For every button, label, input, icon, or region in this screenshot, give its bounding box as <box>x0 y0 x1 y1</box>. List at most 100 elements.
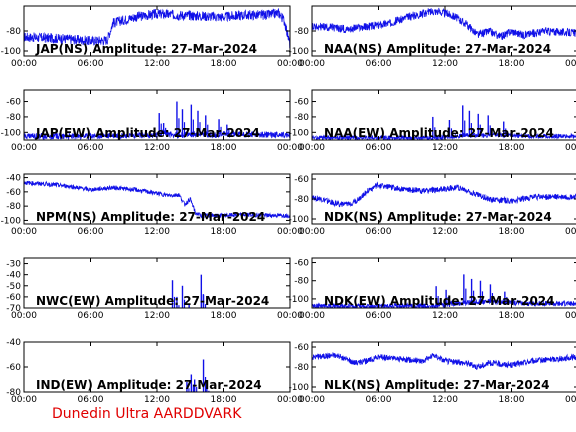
chart-panel-6: -60 -80 -100 00:00 06:00 12:00 18:00 00:00 NDK(N… <box>289 173 576 237</box>
y-tick-label: -100 <box>289 295 310 305</box>
y-tick-label: -80 <box>6 113 21 123</box>
x-tick-label: 00:00 <box>299 395 325 405</box>
chart-panel-2: -80 -100 00:00 06:00 12:00 18:00 00:00 NAA(NS) … <box>289 5 576 69</box>
x-tick-label: 00:00 <box>299 227 325 237</box>
x-tick-label: 00:00 <box>277 395 303 405</box>
y-tick-label: -60 <box>6 98 21 108</box>
x-tick-label: 06:00 <box>366 143 392 153</box>
y-tick-label: -100 <box>289 128 310 138</box>
y-tick-label: -60 <box>294 175 309 185</box>
y-tick-label: -70 <box>6 304 21 314</box>
footer-credit: Dunedin Ultra AARDDVARK <box>52 406 242 422</box>
x-tick-label: 00:00 <box>277 311 303 321</box>
x-tick-label: 00:00 <box>277 59 303 69</box>
y-tick-label: -80 <box>294 363 309 373</box>
chart-panel-1: -80 -100 00:00 06:00 12:00 18:00 00:00 JAP(NS) … <box>1 5 303 69</box>
x-tick-label: 12:00 <box>144 59 170 69</box>
x-tick-label: 00:00 <box>277 143 303 153</box>
x-tick-label: 06:00 <box>78 395 104 405</box>
y-tick-label: -40 <box>6 271 21 281</box>
series-trace-5 <box>24 180 290 220</box>
y-tick-label: -30 <box>6 260 21 270</box>
x-tick-label: 00:00 <box>565 143 576 153</box>
x-tick-label: 18:00 <box>499 59 525 69</box>
y-tick-label: -40 <box>6 174 21 184</box>
chart-title: NAA(NS) Amplitude: 27-Mar-2024 <box>324 42 551 56</box>
x-tick-label: 06:00 <box>78 311 104 321</box>
chart-panel-8: -60 -80 -100 00:00 06:00 12:00 18:00 00:00 NDK(E… <box>289 257 576 321</box>
y-tick-label: -60 <box>6 363 21 373</box>
chart-title: NDK(EW) Amplitude: 27-Mar-2024 <box>324 294 555 308</box>
y-tick-label: -100 <box>289 383 310 393</box>
y-tick-label: -100 <box>1 216 22 226</box>
x-tick-label: 18:00 <box>499 227 525 237</box>
x-tick-label: 00:00 <box>299 311 325 321</box>
chart-panel-10: -60 -80 -100 00:00 06:00 12:00 18:00 00:00 NLK(N… <box>289 341 576 405</box>
y-tick-label: -80 <box>6 388 21 398</box>
x-tick-label: 18:00 <box>211 227 237 237</box>
x-tick-label: 18:00 <box>499 395 525 405</box>
x-tick-label: 12:00 <box>432 59 458 69</box>
y-tick-label: -100 <box>289 47 310 57</box>
y-tick-label: -100 <box>1 47 22 57</box>
x-tick-label: 06:00 <box>78 59 104 69</box>
x-tick-label: 12:00 <box>432 143 458 153</box>
y-tick-label: -80 <box>294 113 309 123</box>
x-tick-label: 18:00 <box>211 143 237 153</box>
x-tick-label: 06:00 <box>366 311 392 321</box>
x-tick-label: 00:00 <box>299 143 325 153</box>
x-tick-label: 00:00 <box>565 311 576 321</box>
series-trace-2 <box>312 7 576 40</box>
x-tick-label: 12:00 <box>144 395 170 405</box>
x-tick-label: 00:00 <box>565 227 576 237</box>
chart-panel-3: -60 -80 -100 00:00 06:00 12:00 18:00 00:00 JAP(E… <box>1 89 303 153</box>
x-tick-label: 00:00 <box>11 227 37 237</box>
x-tick-label: 06:00 <box>78 143 104 153</box>
chart-title: NDK(NS) Amplitude: 27-Mar-2024 <box>324 210 552 224</box>
y-tick-label: -60 <box>6 188 21 198</box>
x-tick-label: 06:00 <box>366 227 392 237</box>
x-tick-label: 18:00 <box>211 395 237 405</box>
y-tick-label: -40 <box>6 338 21 348</box>
chart-title: JAP(EW) Amplitude: 27-Mar-2024 <box>35 126 260 140</box>
x-tick-label: 18:00 <box>499 311 525 321</box>
series-trace-6 <box>312 181 576 208</box>
x-tick-label: 12:00 <box>144 227 170 237</box>
y-tick-label: -80 <box>6 27 21 37</box>
y-tick-label: -50 <box>6 282 21 292</box>
x-tick-label: 18:00 <box>211 311 237 321</box>
x-tick-label: 12:00 <box>432 395 458 405</box>
y-tick-label: -80 <box>6 202 21 212</box>
x-tick-label: 00:00 <box>11 311 37 321</box>
x-tick-label: 00:00 <box>11 143 37 153</box>
x-tick-label: 12:00 <box>432 311 458 321</box>
x-tick-label: 18:00 <box>499 143 525 153</box>
chart-title: NWC(EW) Amplitude: 27-Mar-2024 <box>36 294 269 308</box>
y-tick-label: -80 <box>294 27 309 37</box>
x-tick-label: 06:00 <box>366 59 392 69</box>
x-tick-label: 06:00 <box>366 395 392 405</box>
chart-title: JAP(NS) Amplitude: 27-Mar-2024 <box>35 42 257 56</box>
x-tick-label: 00:00 <box>11 395 37 405</box>
y-tick-label: -60 <box>294 343 309 353</box>
series-trace-3 <box>24 129 290 140</box>
x-tick-label: 18:00 <box>211 59 237 69</box>
x-tick-label: 00:00 <box>11 59 37 69</box>
x-tick-label: 12:00 <box>144 143 170 153</box>
series-trace-1 <box>24 7 290 49</box>
y-tick-label: -60 <box>294 98 309 108</box>
x-tick-label: 12:00 <box>144 311 170 321</box>
y-tick-label: -80 <box>294 195 309 205</box>
chart-title: NPM(NS) Amplitude: 27-Mar-2024 <box>36 210 265 224</box>
y-tick-label: -100 <box>1 128 22 138</box>
chart-title: NLK(NS) Amplitude: 27-Mar-2024 <box>324 378 549 392</box>
y-tick-label: -60 <box>6 293 21 303</box>
chart-panel-4: -60 -80 -100 00:00 06:00 12:00 18:00 00:00 NAA(E… <box>289 89 576 153</box>
y-tick-label: -80 <box>294 277 309 287</box>
x-tick-label: 00:00 <box>565 395 576 405</box>
x-tick-label: 06:00 <box>78 227 104 237</box>
x-tick-label: 12:00 <box>432 227 458 237</box>
